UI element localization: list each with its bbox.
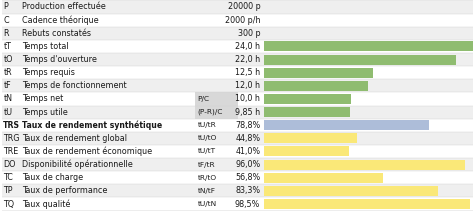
Bar	[2, 119, 473, 132]
Text: Temps net: Temps net	[22, 95, 64, 103]
Bar	[195, 106, 237, 119]
Text: DO: DO	[3, 160, 16, 169]
Bar	[2, 0, 473, 14]
Bar	[2, 171, 473, 184]
Bar	[264, 199, 470, 209]
Bar	[2, 92, 473, 106]
Bar	[195, 92, 237, 106]
Text: Taux de rendement global: Taux de rendement global	[22, 134, 127, 143]
Text: 96,0%: 96,0%	[235, 160, 260, 169]
Text: 2000 p/h: 2000 p/h	[225, 16, 260, 25]
Text: 78,8%: 78,8%	[235, 121, 260, 130]
Bar	[264, 94, 351, 104]
Bar	[264, 68, 373, 78]
Text: Taux de rendement synthétique: Taux de rendement synthétique	[22, 120, 163, 130]
Text: P/C: P/C	[198, 96, 210, 102]
Text: Temps utile: Temps utile	[22, 108, 68, 116]
Text: 300 p: 300 p	[237, 29, 260, 38]
Text: tF: tF	[3, 81, 11, 90]
Text: TP: TP	[3, 186, 13, 195]
Text: C: C	[3, 16, 9, 25]
Bar	[2, 14, 473, 27]
Bar	[2, 184, 473, 197]
Bar	[2, 132, 473, 145]
Text: tU: tU	[3, 108, 12, 116]
Text: tO: tO	[3, 55, 13, 64]
Bar	[2, 106, 473, 119]
Text: 83,3%: 83,3%	[235, 186, 260, 195]
Text: Rebuts constatés: Rebuts constatés	[22, 29, 91, 38]
Text: 22,0 h: 22,0 h	[235, 55, 260, 64]
Text: 44,8%: 44,8%	[235, 134, 260, 143]
Bar	[264, 81, 368, 91]
Text: tF/tR: tF/tR	[198, 162, 215, 168]
Bar	[264, 146, 349, 157]
Text: R: R	[3, 29, 9, 38]
Bar	[2, 158, 473, 171]
Text: tN/tF: tN/tF	[198, 188, 216, 194]
Text: Disponibilité opérationnelle: Disponibilité opérationnelle	[22, 160, 133, 169]
Bar	[2, 145, 473, 158]
Bar	[264, 41, 473, 51]
Text: Taux de performance: Taux de performance	[22, 186, 108, 195]
Text: Taux qualité: Taux qualité	[22, 199, 71, 209]
Text: tU/tN: tU/tN	[198, 201, 217, 207]
Bar	[264, 54, 456, 65]
Text: 41,0%: 41,0%	[235, 147, 260, 156]
Text: 56,8%: 56,8%	[235, 173, 260, 182]
Bar	[264, 120, 428, 130]
Bar	[264, 107, 349, 117]
Text: TRG: TRG	[3, 134, 20, 143]
Text: tU/tO: tU/tO	[198, 135, 217, 141]
Bar	[2, 79, 473, 92]
Text: TC: TC	[3, 173, 13, 182]
Text: tR/tO: tR/tO	[198, 175, 217, 181]
Text: 9,85 h: 9,85 h	[235, 108, 260, 116]
Text: 12,0 h: 12,0 h	[235, 81, 260, 90]
Text: 20000 p: 20000 p	[228, 3, 260, 11]
Text: tT: tT	[3, 42, 11, 51]
Text: 24,0 h: 24,0 h	[235, 42, 260, 51]
Bar	[2, 27, 473, 40]
Bar	[264, 173, 383, 183]
Text: TRE: TRE	[3, 147, 18, 156]
Bar	[2, 197, 473, 211]
Text: tR: tR	[3, 68, 12, 77]
Text: tU/tT: tU/tT	[198, 149, 216, 154]
Bar	[264, 186, 438, 196]
Text: Taux de charge: Taux de charge	[22, 173, 83, 182]
Text: Temps d'ouverture: Temps d'ouverture	[22, 55, 97, 64]
Text: 98,5%: 98,5%	[235, 200, 260, 208]
Text: Temps requis: Temps requis	[22, 68, 75, 77]
Text: Temps total: Temps total	[22, 42, 69, 51]
Text: Temps de fonctionnement: Temps de fonctionnement	[22, 81, 127, 90]
Text: tU/tR: tU/tR	[198, 122, 217, 128]
Text: Production effectuée: Production effectuée	[22, 3, 106, 11]
Text: Taux de rendement économique: Taux de rendement économique	[22, 147, 152, 156]
Text: TRS: TRS	[3, 121, 20, 130]
Bar	[264, 160, 465, 170]
Text: P: P	[3, 3, 8, 11]
Text: tN: tN	[3, 95, 12, 103]
Bar	[264, 133, 357, 143]
Bar	[2, 53, 473, 66]
Text: 12,5 h: 12,5 h	[235, 68, 260, 77]
Bar	[2, 66, 473, 79]
Text: TQ: TQ	[3, 200, 14, 208]
Text: 10,0 h: 10,0 h	[236, 95, 260, 103]
Text: (P-R)/C: (P-R)/C	[198, 109, 223, 115]
Text: Cadence théorique: Cadence théorique	[22, 15, 99, 25]
Bar	[2, 40, 473, 53]
